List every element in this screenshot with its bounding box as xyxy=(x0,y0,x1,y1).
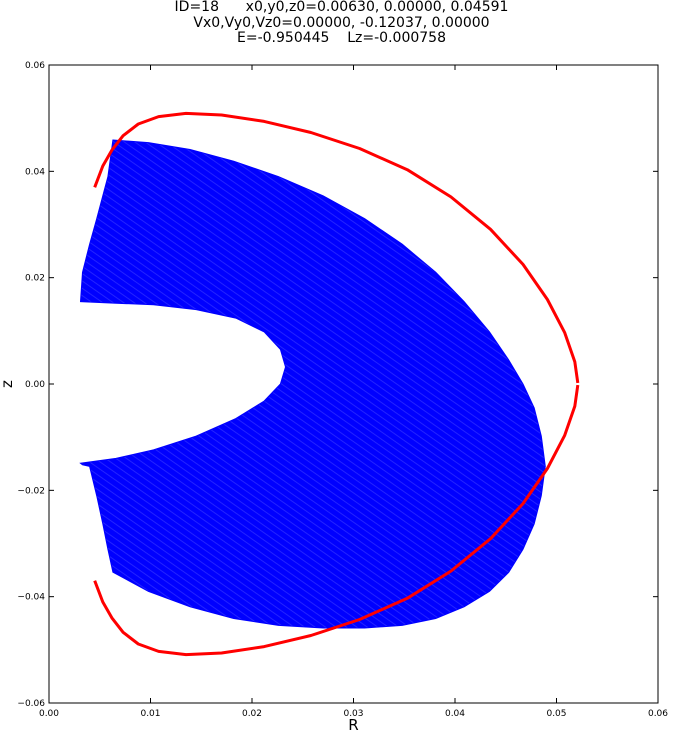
y-tick-label: −0.06 xyxy=(17,699,45,709)
x-tick-label: 0.06 xyxy=(648,709,668,719)
x-tick-label: 0.01 xyxy=(140,709,160,719)
y-tick-label: −0.02 xyxy=(17,486,45,496)
zero-velocity-curve-upper xyxy=(93,111,580,384)
y-tick-label: −0.04 xyxy=(17,593,45,603)
orbit-region xyxy=(79,139,546,629)
x-tick-label: 0.00 xyxy=(39,709,59,719)
y-axis-label: z xyxy=(0,380,16,388)
chart-title: ID=18 x0,y0,z0=0.00630, 0.00000, 0.04591… xyxy=(0,0,683,47)
y-tick-label: 0.02 xyxy=(25,274,45,284)
x-axis-label: R xyxy=(348,716,358,734)
zero-velocity-curve-lower xyxy=(93,384,580,657)
series-layer xyxy=(79,111,580,657)
y-tick-label: 0.06 xyxy=(25,61,45,71)
x-tick-label: 0.02 xyxy=(242,709,262,719)
y-tick-label: 0.00 xyxy=(25,380,45,390)
ticks-layer: 0.00 0.01 0.02 0.03 0.04 0.05 0.06 0.06 0.04 0.02… xyxy=(17,61,668,719)
x-tick-label: 0.03 xyxy=(343,709,363,719)
x-tick-label: 0.04 xyxy=(445,709,465,719)
title-line-2: Vx0,Vy0,Vz0=0.00000, -0.12037, 0.00000 xyxy=(193,14,490,31)
title-line-1: ID=18 x0,y0,z0=0.00630, 0.00000, 0.04591 xyxy=(174,0,509,15)
x-tick-label: 0.05 xyxy=(546,709,566,719)
y-tick-label: 0.04 xyxy=(25,167,45,177)
title-line-3: E=-0.950445 Lz=-0.000758 xyxy=(237,30,446,46)
